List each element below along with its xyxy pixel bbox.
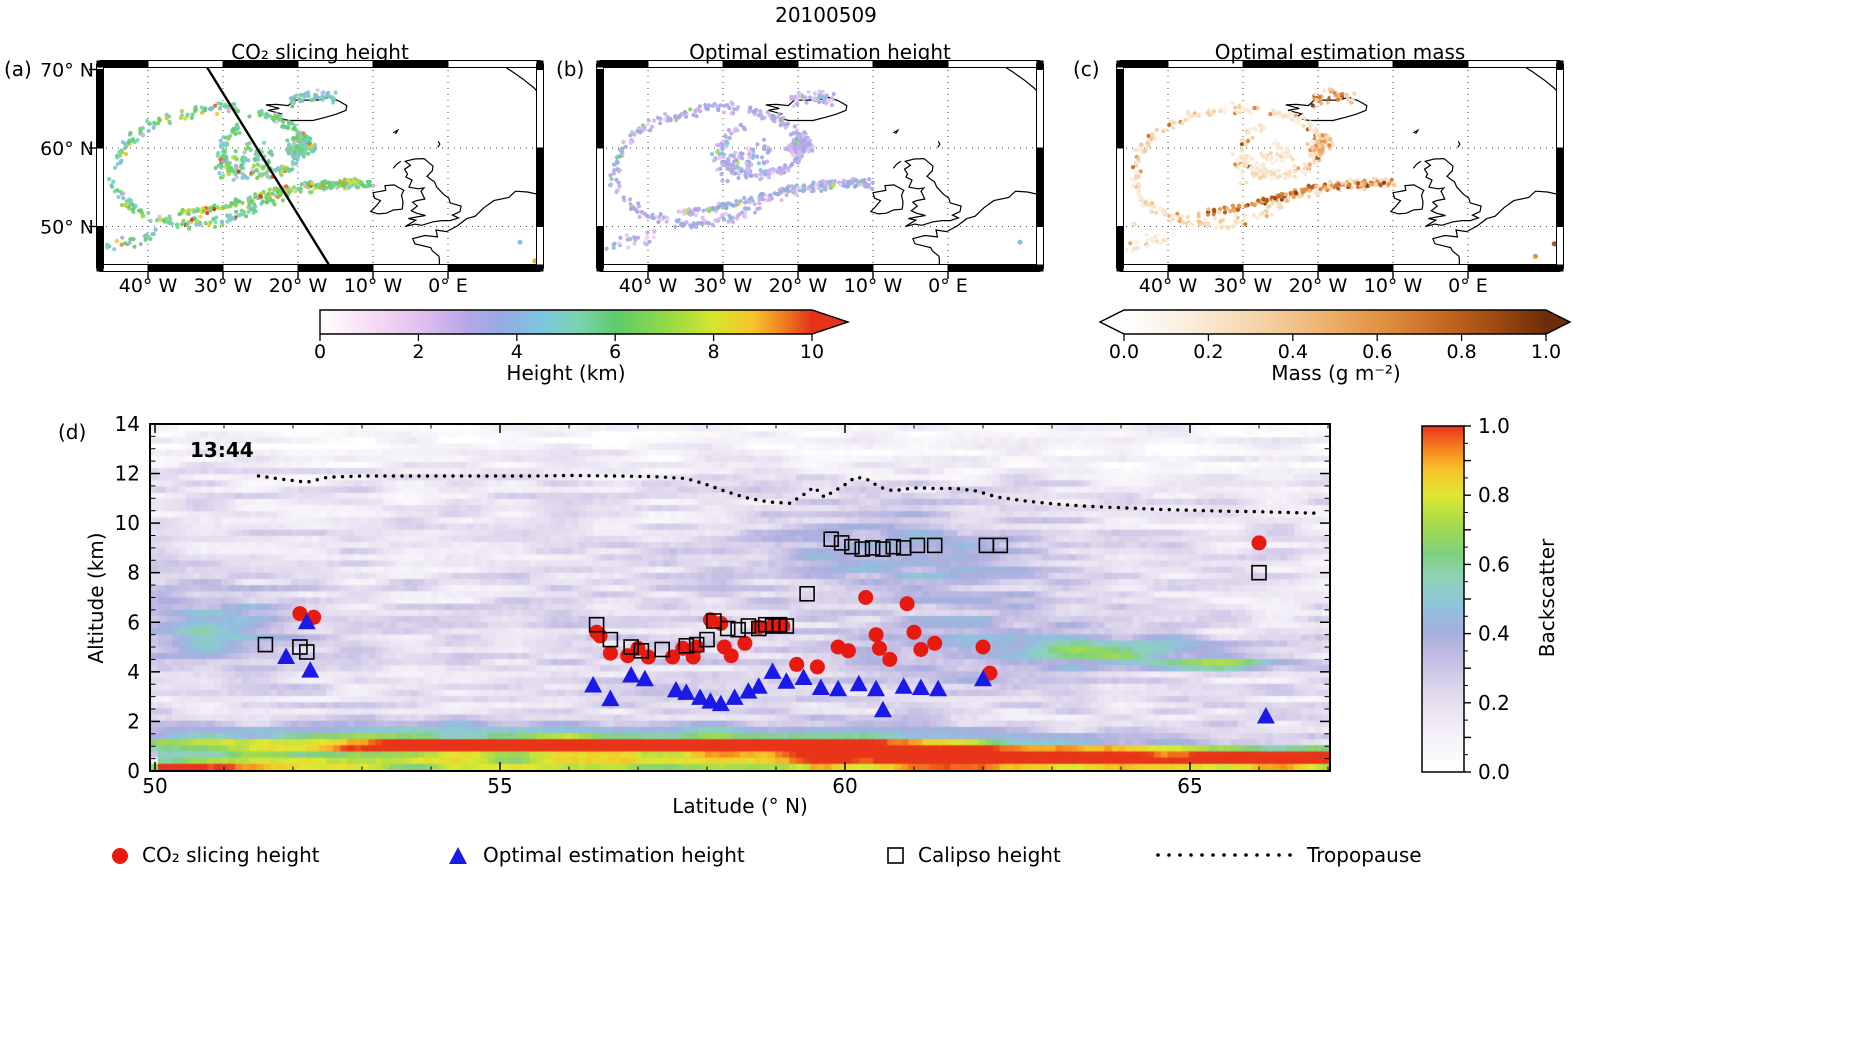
swath-dots	[105, 88, 537, 264]
coastlines	[265, 67, 537, 265]
mass-colorbar: 0.0 0.2 0.4 0.6 0.8 1.0	[1098, 309, 1572, 363]
backscatter-cbar-tick: 1.0	[1478, 414, 1510, 438]
map-panel-c: 40° W 30° W 20° W 10° W 0° E	[1116, 60, 1564, 297]
swath-dots	[604, 89, 1023, 251]
legend-label-tropopause: Tropopause	[1307, 843, 1422, 867]
map-panel-b: 40° W 30° W 20° W 10° W 0° E	[596, 60, 1044, 297]
lon-tick-label: 20° W	[769, 275, 828, 297]
legend-label-oe: Optimal estimation height	[483, 843, 745, 867]
mass-cbar-tick: 0.8	[1446, 341, 1476, 363]
lat-axis-tick: 60	[832, 774, 857, 798]
legend	[112, 847, 1292, 864]
mass-cbar-tick: 0.4	[1278, 341, 1308, 363]
height-cbar-tick: 6	[609, 341, 621, 363]
co2-height-markers	[292, 535, 1267, 681]
panel-a-title: CO₂ slicing height	[231, 40, 409, 64]
alt-axis-tick: 12	[115, 462, 140, 486]
backscatter-curtain	[151, 425, 1329, 770]
lat-axis-tick: 65	[1177, 774, 1202, 798]
swath-dots	[1124, 87, 1557, 259]
panel-d-label: (d)	[58, 420, 87, 444]
lat-tick-label: 70° N	[40, 59, 94, 81]
height-cbar-tick: 4	[511, 341, 523, 363]
height-cbar-tick: 2	[412, 341, 424, 363]
legend-circle-marker	[112, 848, 128, 864]
lon-tick-label: 30° W	[694, 275, 753, 297]
lon-tick-label: 0° E	[928, 275, 968, 297]
panel-c-title: Optimal estimation mass	[1214, 40, 1466, 64]
satellite-track	[205, 67, 331, 265]
alt-axis-tick: 0	[127, 759, 140, 783]
lon-tick-label: 10° W	[844, 275, 903, 297]
alt-axis-tick: 14	[115, 412, 140, 436]
legend-triangle-marker	[449, 847, 467, 864]
map-ticks: 40° W 30° W 20° W 10° W 0° E 70° N 60° N 50° N	[40, 59, 468, 297]
backscatter-cbar-tick: 0.6	[1478, 552, 1510, 576]
lon-tick-label: 40° W	[119, 275, 178, 297]
backscatter-cbar-tick: 0.0	[1478, 760, 1510, 784]
lon-tick-label: 20° W	[269, 275, 328, 297]
lon-tick-label: 40° W	[619, 275, 678, 297]
alt-axis-tick: 6	[127, 610, 140, 634]
alt-axis-tick: 8	[127, 561, 140, 585]
backscatter-colorbar-label: Backscatter	[1535, 538, 1559, 658]
panel-d: 50 55 60 65 0 2 4 6 8 10 12 14	[115, 412, 1331, 798]
backscatter-colorbar: 0.0 0.2 0.4 0.6 0.8 1.0	[1421, 414, 1510, 784]
lat-tick-label: 50° N	[40, 216, 94, 238]
panel-c-label: (c)	[1073, 57, 1100, 81]
legend-label-calipso: Calipso height	[918, 843, 1061, 867]
lon-tick-label: 30° W	[194, 275, 253, 297]
lon-tick-label: 40° W	[1139, 275, 1198, 297]
height-colorbar-label: Height (km)	[506, 361, 626, 385]
lon-tick-label: 30° W	[1214, 275, 1273, 297]
height-cbar-tick: 8	[708, 341, 720, 363]
map-frame	[1116, 60, 1564, 272]
legend-dotted-marker	[1156, 853, 1292, 857]
alt-axis-tick: 10	[115, 511, 140, 535]
map-ticks: 40° W 30° W 20° W 10° W 0° E	[619, 272, 968, 297]
height-cbar-tick: 10	[800, 341, 824, 363]
height-colorbar: 0 2 4 6 8 10	[314, 309, 851, 363]
panel-d-ylabel: Altitude (km)	[84, 532, 108, 664]
panel-d-ticks: 50 55 60 65 0 2 4 6 8 10 12 14	[115, 412, 1329, 798]
lat-axis-tick: 50	[142, 774, 167, 798]
map-ticks: 40° W 30° W 20° W 10° W 0° E	[1139, 272, 1488, 297]
lon-tick-label: 10° W	[1364, 275, 1423, 297]
lat-tick-label: 60° N	[40, 138, 94, 160]
lon-tick-label: 20° W	[1289, 275, 1348, 297]
map-frame	[596, 60, 1044, 272]
panel-b-label: (b)	[556, 57, 585, 81]
observation-time: 13:44	[190, 438, 254, 462]
mass-cbar-tick: 0.6	[1362, 341, 1392, 363]
mass-cbar-tick: 0.2	[1193, 341, 1223, 363]
backscatter-cbar-tick: 0.2	[1478, 691, 1510, 715]
calipso-height-markers	[257, 531, 1267, 660]
coastlines	[765, 67, 1037, 265]
alt-axis-tick: 4	[127, 660, 140, 684]
mass-colorbar-label: Mass (g m⁻²)	[1271, 361, 1401, 385]
legend-square-marker	[887, 847, 904, 864]
panel-b-title: Optimal estimation height	[689, 40, 951, 64]
backscatter-cbar-tick: 0.4	[1478, 622, 1510, 646]
lon-tick-label: 0° E	[428, 275, 468, 297]
coastlines	[1285, 67, 1557, 265]
mass-cbar-tick: 1.0	[1531, 341, 1561, 363]
map-frame	[96, 60, 544, 272]
figure-title: 20100509	[775, 3, 877, 27]
backscatter-cbar-tick: 0.8	[1478, 483, 1510, 507]
lat-axis-tick: 55	[487, 774, 512, 798]
panel-a-label: (a)	[4, 57, 32, 81]
panel-d-xlabel: Latitude (° N)	[672, 794, 808, 818]
lon-tick-label: 10° W	[344, 275, 403, 297]
lon-tick-label: 0° E	[1448, 275, 1488, 297]
alt-axis-tick: 2	[127, 709, 140, 733]
height-cbar-tick: 0	[314, 341, 326, 363]
tropopause-line	[256, 473, 1316, 515]
oe-height-markers	[277, 612, 1275, 724]
mass-cbar-tick: 0.0	[1109, 341, 1139, 363]
legend-label-co2: CO₂ slicing height	[142, 843, 320, 867]
map-panel-a: 40° W 30° W 20° W 10° W 0° E 70° N 60° N 50° N	[40, 59, 544, 297]
